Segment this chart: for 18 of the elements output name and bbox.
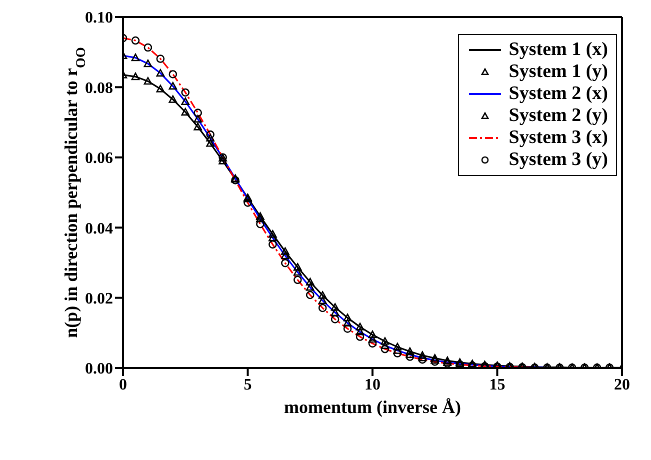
y-tick-label: 0.08	[85, 80, 113, 97]
x-axis-title: momentum (inverse Å)	[284, 397, 461, 417]
legend-label: System 3 (x)	[508, 127, 608, 149]
y-tick-label: 0.02	[85, 290, 113, 308]
x-tick-label: 5	[244, 376, 252, 394]
x-tick-label: 15	[489, 376, 506, 394]
y-tick-label: 0.04	[85, 220, 113, 238]
legend-label: System 3 (y)	[508, 149, 608, 171]
x-tick-label: 0	[119, 376, 127, 394]
legend-label: System 2 (y)	[508, 105, 608, 127]
x-tick-label: 20	[614, 376, 630, 394]
x-tick-label: 10	[364, 376, 380, 394]
legend-label: System 1 (x)	[508, 39, 608, 61]
legend-label: System 1 (y)	[508, 61, 608, 83]
legend-label: System 2 (x)	[508, 83, 608, 105]
y-tick-label: 0.06	[85, 150, 113, 168]
y-tick-label: 0.10	[85, 10, 113, 27]
y-tick-label: 0.00	[85, 360, 113, 378]
